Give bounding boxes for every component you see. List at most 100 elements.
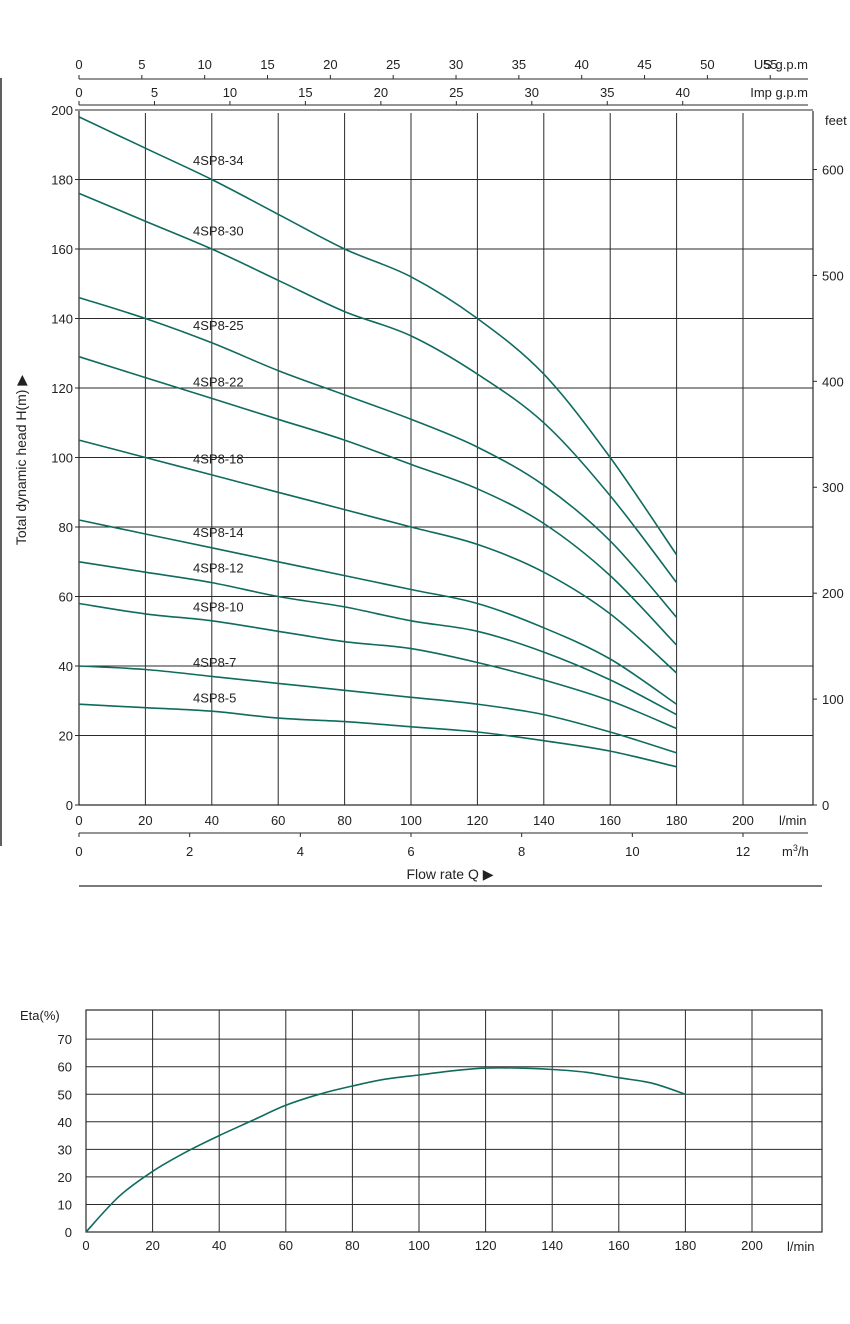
head-y-tick-label: 80 (59, 520, 73, 535)
head-curve-line (78, 355, 678, 646)
head-y-tick-label: 120 (51, 381, 73, 396)
m3h-axis-title: m3/h (782, 843, 809, 859)
imp-gpm-tick-label: 0 (75, 85, 82, 100)
head-curve-label: 4SP8-18 (193, 451, 244, 466)
feet-tick-label: 600 (822, 162, 844, 177)
us-gpm-tick-label: 10 (197, 57, 211, 72)
head-x-tick-label: 20 (138, 813, 152, 828)
feet-tick-label: 0 (822, 798, 829, 813)
us-gpm-tick-label: 30 (449, 57, 463, 72)
imp-gpm-tick-label: 40 (675, 85, 689, 100)
head-x-tick-label: 180 (666, 813, 688, 828)
head-y-tick-label: 140 (51, 312, 73, 327)
eta-x-tick-label: 100 (408, 1238, 430, 1253)
eta-y-tick-label: 70 (58, 1032, 72, 1047)
m3h-tick-label: 8 (518, 844, 525, 859)
eta-x-tick-label: 40 (212, 1238, 226, 1253)
m3h-tick-label: 0 (75, 844, 82, 859)
eta-x-tick-label: 200 (741, 1238, 763, 1253)
head-y-tick-label: 60 (59, 590, 73, 605)
eta-y-tick-label: 50 (58, 1087, 72, 1102)
head-y-tick-label: 200 (51, 103, 73, 118)
feet-tick-label: 400 (822, 374, 844, 389)
eta-y-tick-label: 30 (58, 1142, 72, 1157)
imp-gpm-tick-label: 30 (525, 85, 539, 100)
feet-tick-label: 300 (822, 480, 844, 495)
eta-x-unit-label: l/min (787, 1239, 814, 1254)
feet-tick-label: 100 (822, 692, 844, 707)
eta-x-tick-label: 20 (145, 1238, 159, 1253)
m3h-tick-label: 10 (625, 844, 639, 859)
imp-gpm-axis-title: Imp g.p.m (750, 85, 808, 100)
head-curve-label: 4SP8-5 (193, 690, 236, 705)
head-y-tick-label: 180 (51, 173, 73, 188)
m3h-tick-label: 12 (736, 844, 750, 859)
eta-x-tick-label: 160 (608, 1238, 630, 1253)
eta-x-tick-label: 60 (279, 1238, 293, 1253)
head-x-tick-label: 100 (400, 813, 422, 828)
head-curve-label: 4SP8-30 (193, 223, 244, 238)
head-x-unit-label: l/min (779, 813, 806, 828)
eta-x-tick-label: 80 (345, 1238, 359, 1253)
eta-plot-frame (85, 1009, 823, 1233)
head-curve-line (78, 519, 678, 705)
head-x-tick-label: 60 (271, 813, 285, 828)
head-y-tick-label: 0 (66, 798, 73, 813)
head-curve-line (78, 296, 678, 618)
eta-y-tick-label: 10 (58, 1197, 72, 1212)
us-gpm-tick-label: 5 (138, 57, 145, 72)
m3h-tick-label: 2 (186, 844, 193, 859)
us-gpm-tick-label: 45 (637, 57, 651, 72)
eta-x-tick-label: 180 (675, 1238, 697, 1253)
head-x-tick-label: 40 (205, 813, 219, 828)
head-curve-label: 4SP8-25 (193, 318, 244, 333)
eta-y-axis-title: Eta(%) (20, 1008, 60, 1023)
head-x-tick-label: 120 (467, 813, 489, 828)
imp-gpm-tick-label: 15 (298, 85, 312, 100)
head-curve-label: 4SP8-14 (193, 525, 244, 540)
head-x-tick-label: 80 (337, 813, 351, 828)
head-curve-line (78, 192, 678, 584)
us-gpm-tick-label: 55 (763, 57, 777, 72)
m3h-tick-label: 6 (407, 844, 414, 859)
head-curve-label: 4SP8-12 (193, 561, 244, 576)
head-x-axis-title: Flow rate Q ▶ (406, 866, 493, 882)
eta-y-tick-label: 0 (65, 1225, 72, 1240)
head-curve-line (78, 665, 677, 754)
us-gpm-tick-label: 50 (700, 57, 714, 72)
us-gpm-tick-label: 20 (323, 57, 337, 72)
head-curve-label: 4SP8-7 (193, 655, 236, 670)
head-y-axis-title: Total dynamic head H(m) ▶ (13, 375, 29, 546)
us-gpm-tick-label: 25 (386, 57, 400, 72)
eta-x-tick-label: 0 (82, 1238, 89, 1253)
us-gpm-tick-label: 15 (260, 57, 274, 72)
eta-x-tick-label: 120 (475, 1238, 497, 1253)
m3h-tick-label: 4 (297, 844, 304, 859)
eta-x-tick-label: 140 (541, 1238, 563, 1253)
eta-curve-line (85, 1067, 686, 1233)
imp-gpm-tick-label: 10 (223, 85, 237, 100)
head-x-tick-label: 140 (533, 813, 555, 828)
feet-tick-label: 500 (822, 268, 844, 283)
eta-y-tick-label: 60 (58, 1060, 72, 1075)
feet-axis-title: feet (825, 113, 847, 128)
imp-gpm-tick-label: 35 (600, 85, 614, 100)
head-curve-line (78, 439, 678, 674)
head-x-tick-label: 0 (75, 813, 82, 828)
us-gpm-axis-title: US g.p.m (754, 57, 808, 72)
feet-tick-label: 200 (822, 586, 844, 601)
head-curve-line (78, 703, 677, 768)
us-gpm-tick-label: 35 (512, 57, 526, 72)
imp-gpm-tick-label: 25 (449, 85, 463, 100)
eta-y-tick-label: 40 (58, 1115, 72, 1130)
us-gpm-tick-label: 40 (574, 57, 588, 72)
head-y-tick-label: 160 (51, 242, 73, 257)
head-curve-line (78, 116, 678, 556)
efficiency-chart: 0 10 20 30 40 50 60 70 Eta(%) 0 20 40 60 80 100 120 140 1… (20, 1008, 823, 1254)
head-curve-line (78, 602, 677, 730)
head-y-tick-label: 20 (59, 729, 73, 744)
eta-y-tick-label: 20 (58, 1170, 72, 1185)
head-curve-label: 4SP8-22 (193, 374, 244, 389)
head-x-tick-label: 160 (599, 813, 621, 828)
